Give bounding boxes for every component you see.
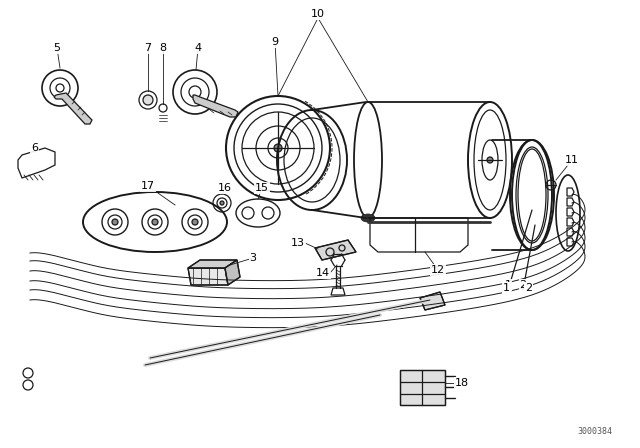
Circle shape [274,144,282,152]
Polygon shape [54,93,92,124]
Text: 8: 8 [159,43,166,53]
Text: 2: 2 [525,283,532,293]
Circle shape [112,219,118,225]
Text: 11: 11 [565,155,579,165]
Ellipse shape [361,214,375,222]
Polygon shape [188,260,237,268]
Text: 12: 12 [431,265,445,275]
Text: 18: 18 [455,378,469,388]
Polygon shape [188,268,228,285]
Polygon shape [225,260,240,285]
Text: 10: 10 [311,9,325,19]
Text: 17: 17 [141,181,155,191]
Text: 16: 16 [218,183,232,193]
Polygon shape [400,370,445,405]
Circle shape [487,157,493,163]
Text: 2: 2 [520,280,527,290]
Circle shape [143,95,153,105]
Text: 3000384: 3000384 [577,427,612,436]
Circle shape [220,201,224,205]
Text: 14: 14 [316,268,330,278]
Text: 10: 10 [311,9,325,19]
Circle shape [152,219,158,225]
Text: 7: 7 [145,43,152,53]
Polygon shape [315,240,356,260]
Text: 13: 13 [291,238,305,248]
Polygon shape [193,95,238,117]
Text: 4: 4 [195,43,202,53]
Text: 6: 6 [31,143,38,153]
Text: 5: 5 [54,43,61,53]
Circle shape [192,219,198,225]
Polygon shape [420,292,445,310]
Text: 1: 1 [504,280,511,290]
Text: 9: 9 [271,37,278,47]
Text: 1: 1 [503,283,510,293]
Text: 3: 3 [250,253,257,263]
Text: 15: 15 [255,183,269,193]
